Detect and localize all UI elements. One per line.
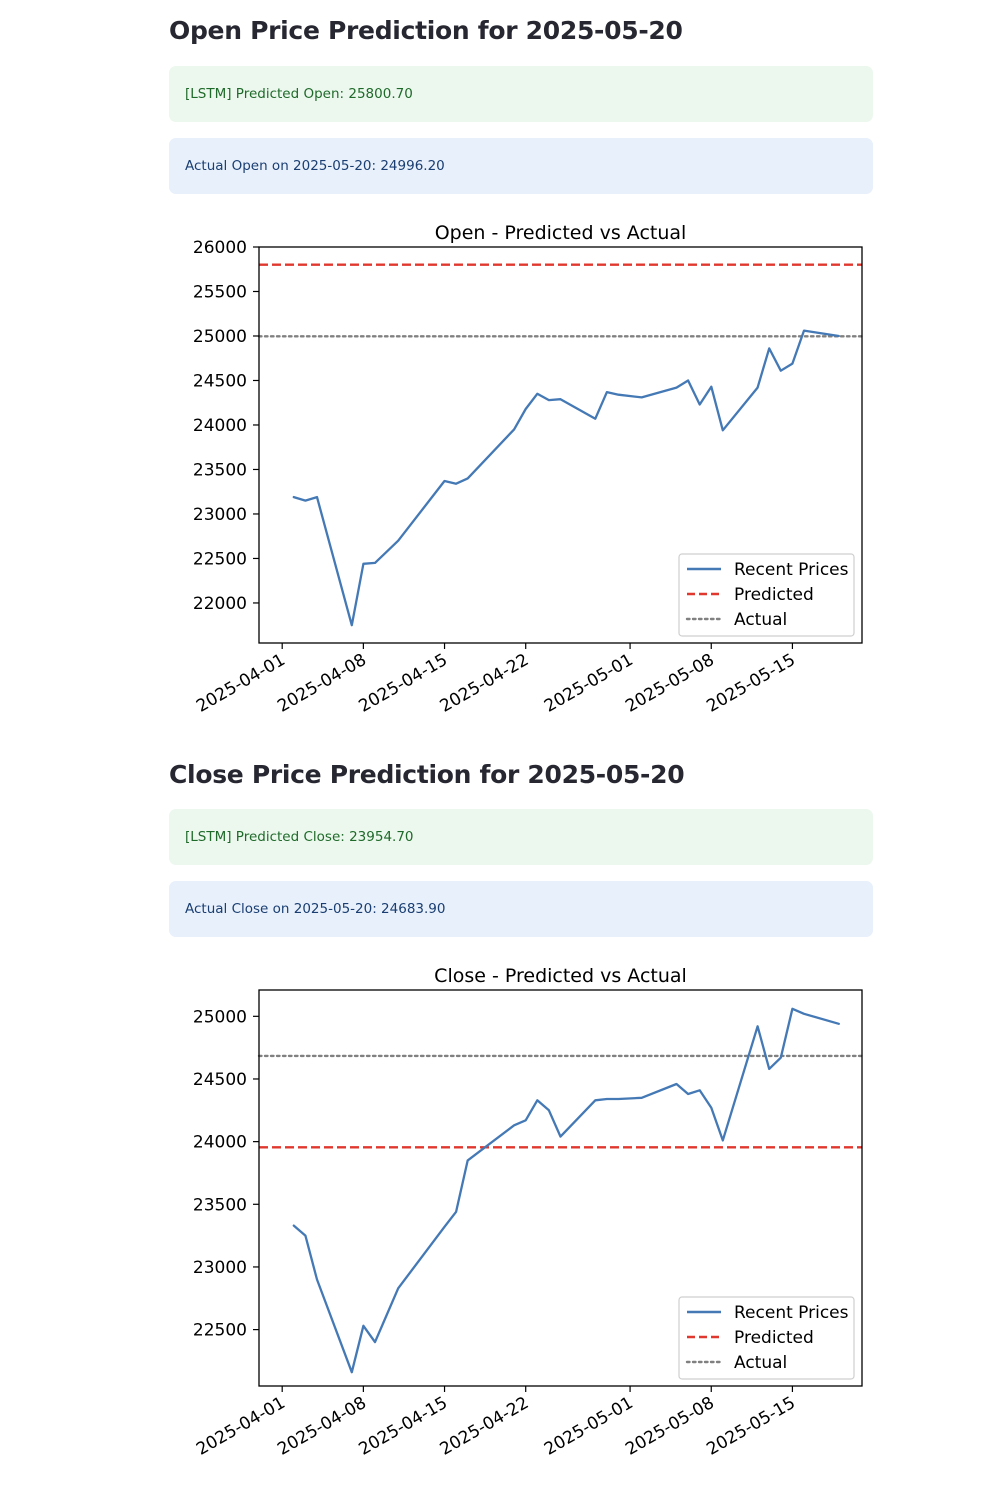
close-actual-text: Actual Close on 2025-05-20: 24683.90 [185,901,446,917]
close-ytick-label: 24000 [193,1133,247,1153]
close-xtick-label: 2025-04-15 [355,1393,451,1460]
close-ytick-label: 22500 [193,1321,247,1341]
close-heading: Close Price Prediction for 2025-05-20 [169,760,685,789]
close-predicted-text: [LSTM] Predicted Close: 23954.70 [185,829,414,845]
close-xtick-label: 2025-04-01 [193,1393,289,1460]
close-legend-label-2: Actual [734,1353,787,1373]
open-legend-label-0: Recent Prices [734,560,849,580]
close-xtick-label: 2025-05-01 [541,1393,637,1460]
open-legend-label-2: Actual [734,610,787,630]
open-ytick-label: 22500 [193,549,247,569]
close-recent-prices-line [292,1007,840,1374]
open-chart-title: Open - Predicted vs Actual [435,222,687,244]
open-predicted-text: [LSTM] Predicted Open: 25800.70 [185,86,413,102]
close-xtick-label: 2025-05-08 [622,1393,718,1460]
close-ytick-label: 25000 [193,1007,247,1027]
open-ytick-label: 25000 [193,327,247,347]
open-ytick-label: 23500 [193,460,247,480]
close-ytick-label: 23500 [193,1195,247,1215]
open-xtick-label: 2025-04-08 [274,650,370,717]
open-actual-alert: Actual Open on 2025-05-20: 24996.20 [169,138,873,194]
open-xtick-label: 2025-05-08 [622,650,718,717]
open-xtick-label: 2025-04-15 [355,650,451,717]
close-legend [678,1296,855,1380]
open-chart: Open - Predicted vs Actual 22000 22500 2300… [193,222,864,717]
close-predicted-alert: [LSTM] Predicted Close: 23954.70 [169,809,873,865]
open-predicted-alert: [LSTM] Predicted Open: 25800.70 [169,66,873,122]
open-heading: Open Price Prediction for 2025-05-20 [169,16,683,45]
close-xtick-label: 2025-05-15 [703,1393,799,1460]
open-legend-label-1: Predicted [734,585,814,605]
open-ytick-label: 25500 [193,282,247,302]
open-ytick-label: 24000 [193,416,247,436]
close-chart-title: Close - Predicted vs Actual [434,965,687,987]
close-chart: Close - Predicted vs Actual 22500 23000 235… [193,965,864,1460]
open-actual-text: Actual Open on 2025-05-20: 24996.20 [185,158,445,174]
close-plot-frame [258,989,863,1387]
close-xtick-label: 2025-04-08 [274,1393,370,1460]
close-legend-label-1: Predicted [734,1328,814,1348]
open-xtick-label: 2025-05-15 [703,650,799,717]
open-recent-prices-line [292,329,840,627]
close-legend-label-0: Recent Prices [734,1303,849,1323]
open-ytick-label: 24500 [193,371,247,391]
close-actual-alert: Actual Close on 2025-05-20: 24683.90 [169,881,873,937]
open-ytick-label: 23000 [193,505,247,525]
close-ytick-label: 23000 [193,1258,247,1278]
close-ytick-label: 24500 [193,1070,247,1090]
open-plot-frame [258,246,863,644]
open-xtick-label: 2025-04-22 [437,650,533,717]
open-ytick-label: 26000 [193,238,247,258]
open-ytick-label: 22000 [193,594,247,614]
open-legend [678,553,855,637]
open-xtick-label: 2025-05-01 [541,650,637,717]
close-xtick-label: 2025-04-22 [437,1393,533,1460]
open-xtick-label: 2025-04-01 [193,650,289,717]
